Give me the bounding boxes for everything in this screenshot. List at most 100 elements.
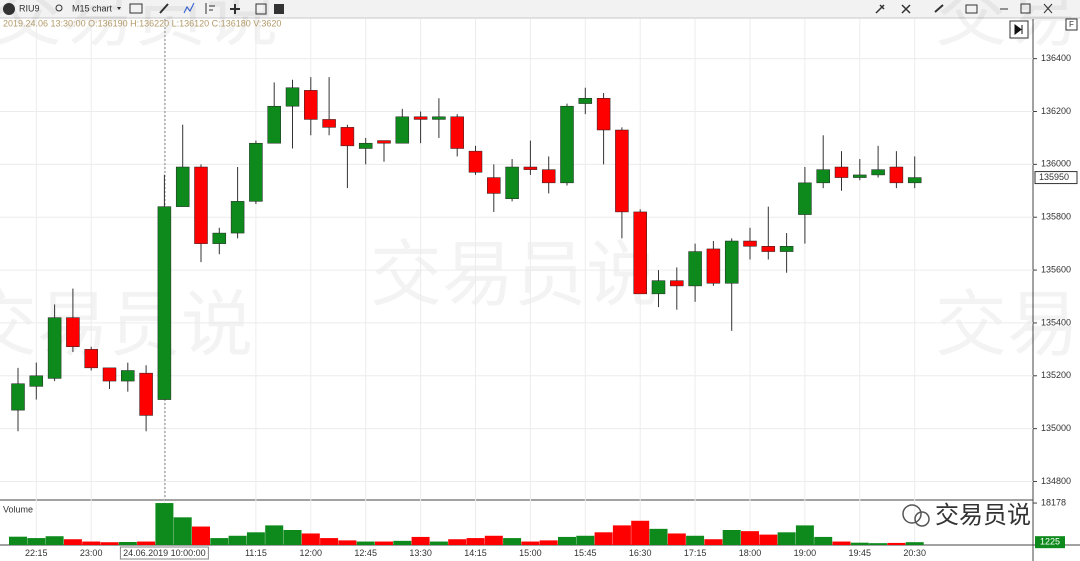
logo[interactable] — [3, 3, 15, 15]
candle-body — [29, 375, 44, 387]
volume-bar — [503, 538, 522, 545]
camera-icon[interactable] — [965, 4, 978, 14]
candle-body — [212, 232, 227, 244]
candle-body — [340, 127, 355, 147]
candle-body — [871, 169, 885, 176]
candle-body — [322, 119, 336, 128]
y-tick-label: 136200 — [1041, 106, 1071, 116]
volume-bar — [320, 538, 339, 545]
candle-body — [761, 246, 776, 252]
x-tick-label: 19:45 — [849, 548, 872, 558]
candle-body — [121, 370, 135, 382]
y-tick-label: 136000 — [1041, 159, 1071, 169]
screen-icon[interactable] — [129, 3, 143, 14]
candle-body — [468, 150, 483, 173]
candle-body — [523, 166, 538, 170]
volume-bar — [594, 532, 613, 545]
tools-icon[interactable] — [875, 4, 885, 14]
candle-body — [450, 116, 464, 149]
restore[interactable] — [1020, 3, 1031, 14]
crosshair-icon[interactable] — [230, 4, 240, 14]
x-tick-label: 12:45 — [354, 548, 377, 558]
close[interactable] — [1043, 3, 1053, 14]
volume-bar — [265, 525, 284, 545]
candle-body — [175, 166, 190, 207]
candle-body — [743, 240, 757, 247]
volume-bar — [814, 536, 833, 545]
last-value-label: 1225 — [1040, 537, 1060, 547]
dropdown-arrow[interactable] — [117, 7, 121, 10]
candle-body — [395, 116, 410, 144]
candle-body — [907, 177, 922, 184]
indicator-icon[interactable] — [183, 2, 195, 14]
x-tick-label: 18:00 — [739, 548, 762, 558]
panel-button[interactable] — [1065, 18, 1078, 31]
candle-body — [889, 166, 904, 184]
volume-bar — [686, 535, 705, 545]
candle-body — [834, 166, 849, 178]
candle-body — [267, 105, 281, 144]
wechat-icon — [902, 504, 922, 524]
timeframe[interactable]: M15 chart — [72, 3, 113, 13]
volume-bar — [393, 540, 412, 545]
candle-body — [157, 206, 172, 400]
draw-icon[interactable] — [934, 4, 944, 13]
panel-button-label[interactable]: F — [1069, 20, 1074, 29]
volume-bar — [777, 532, 796, 545]
fill-icon[interactable] — [274, 4, 284, 14]
candle-body — [139, 372, 153, 416]
watermark: 交易员说 — [0, 0, 278, 57]
scroll-end-icon[interactable] — [1014, 24, 1023, 35]
volume-bar — [576, 535, 595, 545]
volume-bar — [192, 526, 210, 545]
candle-body — [11, 383, 25, 411]
y-tick-label: 135400 — [1041, 317, 1071, 327]
x-tick-label: 17:15 — [684, 548, 707, 558]
y-tick-label: 136400 — [1041, 53, 1071, 63]
volume-bar — [612, 525, 631, 545]
volume-bar — [795, 525, 814, 545]
axis-background — [1033, 19, 1080, 561]
frame-icon[interactable] — [255, 3, 267, 15]
clear-icon[interactable] — [901, 4, 911, 14]
wechat-icon — [914, 511, 930, 527]
crosshair-time-box — [119, 546, 209, 560]
candle-body — [724, 240, 739, 284]
symbol[interactable]: RIU9 — [19, 3, 40, 13]
pen-icon[interactable] — [159, 3, 169, 14]
volume-bar — [521, 541, 540, 545]
search-icon[interactable] — [55, 4, 63, 12]
watermark: 交易员说 — [935, 283, 1080, 367]
volume-bar — [246, 532, 265, 545]
volume-bar — [649, 528, 668, 545]
x-tick-label: 23:00 — [80, 548, 103, 558]
align-icon[interactable] — [205, 3, 215, 14]
volume-bar — [27, 538, 46, 545]
candle-body — [47, 317, 62, 379]
candle-body — [578, 98, 593, 104]
candle-body — [505, 166, 519, 199]
volume-bar — [301, 533, 320, 545]
candle-body — [84, 349, 98, 369]
candle-body — [853, 174, 867, 178]
volume-bar — [338, 540, 357, 545]
volume-bar — [869, 543, 888, 545]
candle-body — [670, 280, 684, 287]
y-tick-label: 134800 — [1041, 476, 1071, 486]
candle-body — [487, 177, 501, 194]
candle-body — [706, 248, 721, 284]
candle-body — [651, 280, 666, 295]
x-tick-label: 16:30 — [629, 548, 652, 558]
x-tick-label: 11:15 — [245, 548, 267, 558]
volume-bar — [173, 517, 192, 545]
candle-body — [816, 169, 830, 184]
volume-bar — [411, 536, 430, 545]
x-tick-label: 19:00 — [794, 548, 817, 558]
volume-bar — [375, 541, 393, 545]
x-tick-label: 15:00 — [519, 548, 542, 558]
volume-bar — [137, 541, 156, 545]
volume-bar — [118, 542, 137, 545]
volume-bar — [905, 542, 924, 545]
candle-body — [615, 129, 629, 213]
